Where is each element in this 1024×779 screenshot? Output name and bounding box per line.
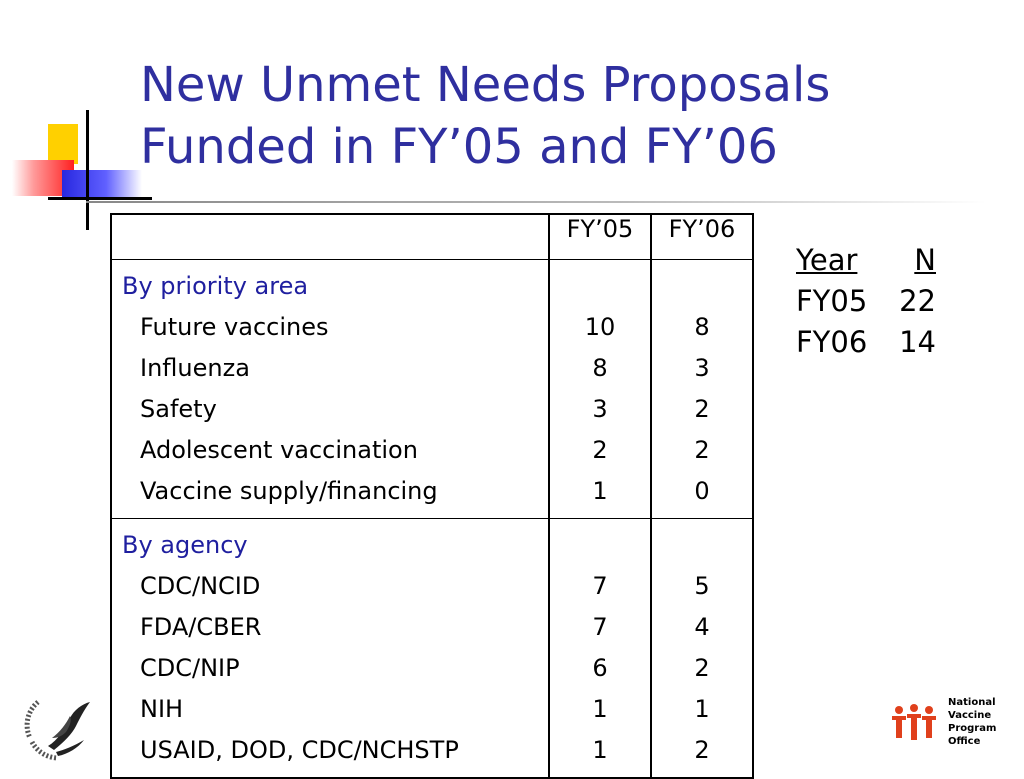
title-rule	[86, 201, 986, 203]
fy05-value: 7	[592, 572, 608, 600]
fy05-value: 7	[592, 613, 608, 641]
nvpo-line: National	[948, 697, 996, 708]
title-line-1: New Unmet Needs Proposals	[140, 57, 831, 113]
header-fy06: FY’06	[650, 214, 753, 260]
section-fy06-cell: 8 3 2 2 0	[650, 259, 753, 519]
section-fy05-cell: 10 8 3 2 1	[548, 259, 651, 519]
row-label: Vaccine supply/financing	[140, 477, 438, 505]
fy06-value: 4	[694, 613, 710, 641]
slide-title: New Unmet Needs Proposals Funded in FY’0…	[140, 54, 830, 178]
summary-block: Year N FY05 22 FY06 14	[796, 240, 936, 363]
fy05-value: 6	[592, 654, 608, 682]
header-fy05: FY’05	[548, 214, 651, 260]
nvpo-line: Vaccine	[948, 710, 992, 721]
section-priority-area: By priority area Future vaccines Influen…	[111, 259, 753, 519]
summary-year: FY05	[796, 284, 868, 318]
fy06-value: 2	[694, 436, 710, 464]
fy05-value: 1	[592, 736, 608, 764]
fy05-value: 2	[592, 436, 608, 464]
fy05-value: 10	[584, 313, 616, 341]
deco-blue-square	[62, 170, 142, 200]
summary-year: FY06	[796, 325, 868, 359]
fy06-value: 1	[694, 695, 710, 723]
nvpo-wordmark: National Vaccine Program Office	[948, 696, 996, 748]
summary-header-row: Year N	[796, 240, 936, 281]
section-label: By priority area	[122, 272, 309, 300]
section-fy05-cell: 7 7 6 1 1	[548, 518, 651, 778]
deco-yellow-square	[48, 124, 78, 164]
row-label: Adolescent vaccination	[140, 436, 418, 464]
proposals-table: FY’05 FY’06 By priority area Future vacc…	[110, 213, 754, 779]
fy06-value: 2	[694, 395, 710, 423]
fy06-value: 3	[694, 354, 710, 382]
fy05-value: 1	[592, 695, 608, 723]
row-label: CDC/NCID	[140, 572, 261, 600]
deco-horizontal-line	[48, 197, 152, 200]
fy05-value: 8	[592, 354, 608, 382]
section-label: By agency	[122, 531, 248, 559]
hhs-eagle-seal-icon	[24, 700, 90, 761]
summary-year-header: Year	[796, 243, 858, 277]
nvpo-line: Program	[948, 723, 997, 734]
row-label: CDC/NIP	[140, 654, 240, 682]
fy06-value: 2	[694, 654, 710, 682]
summary-row: FY06 14	[796, 322, 936, 363]
summary-n-header: N	[914, 243, 936, 277]
title-line-2: Funded in FY’05 and FY’06	[140, 119, 778, 175]
summary-n: 14	[899, 325, 936, 359]
fy06-value: 5	[694, 572, 710, 600]
table-header-row: FY’05 FY’06	[111, 214, 753, 260]
fy06-value: 8	[694, 313, 710, 341]
fy05-value: 3	[592, 395, 608, 423]
row-label: NIH	[140, 695, 184, 723]
summary-n: 22	[899, 284, 936, 318]
header-blank-cell	[111, 214, 549, 260]
fy06-value: 0	[694, 477, 710, 505]
fy06-value: 2	[694, 736, 710, 764]
section-fy06-cell: 5 4 2 1 2	[650, 518, 753, 778]
section-names-cell: By agency CDC/NCID FDA/CBER CDC/NIP NIH …	[111, 519, 549, 779]
row-label: FDA/CBER	[140, 613, 262, 641]
fy05-value: 1	[592, 477, 608, 505]
section-names-cell: By priority area Future vaccines Influen…	[111, 259, 549, 519]
nvpo-figures-icon	[892, 704, 936, 740]
nvpo-line: Office	[948, 736, 981, 747]
row-label: USAID, DOD, CDC/NCHSTP	[140, 736, 459, 764]
row-label: Influenza	[140, 354, 250, 382]
row-label: Future vaccines	[140, 313, 329, 341]
section-agency: By agency CDC/NCID FDA/CBER CDC/NIP NIH …	[111, 518, 753, 779]
deco-vertical-line	[86, 110, 89, 230]
row-label: Safety	[140, 395, 217, 423]
summary-row: FY05 22	[796, 281, 936, 322]
